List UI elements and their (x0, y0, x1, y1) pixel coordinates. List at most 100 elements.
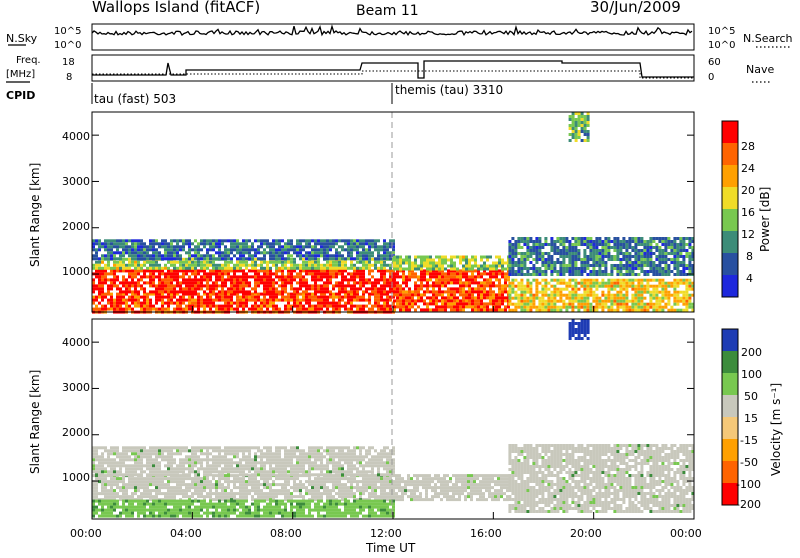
power-cell-3323 (511, 261, 514, 264)
velocity-cell-162 (155, 480, 158, 483)
power-cell-3158 (640, 303, 643, 306)
power-cell-1486 (326, 267, 329, 270)
velocity-cell-475 (281, 489, 284, 492)
power-cell-988 (281, 281, 284, 284)
power-cell-2722 (483, 265, 486, 268)
power-cell-1069 (320, 284, 323, 287)
power-cell-1309 (170, 261, 173, 264)
power-cell-1445 (290, 264, 293, 267)
power-cell-681 (140, 287, 143, 290)
power-cell-2166 (396, 305, 399, 308)
power-cell-2368 (450, 305, 453, 308)
power-cell-1575 (98, 248, 101, 251)
power-cell-1484 (326, 261, 329, 264)
power-cell-2254 (423, 272, 426, 275)
power-cell-2126 (386, 242, 389, 245)
power-cell-2573 (501, 299, 504, 302)
power-cell-3587 (586, 267, 589, 270)
power-cell-1477 (317, 267, 320, 270)
power-cell-3752 (634, 237, 637, 240)
power-cell-2682 (450, 265, 453, 268)
power-cell-785 (188, 281, 191, 284)
power-cell-2447 (471, 275, 474, 278)
power-cell-3526 (571, 246, 574, 249)
velocity-cell-226 (179, 486, 182, 489)
power-cell-1827 (230, 242, 233, 245)
power-cell-3775 (640, 237, 643, 240)
power-cell-2404 (459, 299, 462, 302)
power-cell-2665 (438, 262, 441, 265)
power-cell-786 (188, 284, 191, 287)
velocity-cell-675 (365, 486, 368, 489)
velocity-cell-908 (461, 477, 464, 480)
power-cell-596 (98, 284, 101, 287)
velocity-cell-523 (302, 495, 305, 498)
power-cell-2966 (580, 294, 583, 297)
power-cell-507 (353, 305, 356, 308)
velocity-cell-586 (329, 489, 332, 492)
power-cell-2112 (377, 251, 380, 254)
power-cell-3940 (685, 237, 688, 240)
power-cell-261 (227, 302, 230, 305)
power-cell-3137 (634, 306, 637, 309)
power-cell-281 (239, 296, 242, 299)
power-cell-186 (191, 296, 194, 299)
power-cell-2780 (517, 288, 520, 291)
power-cell-1745 (185, 239, 188, 242)
power-cell-2353 (447, 296, 450, 299)
velocity-cell-802 (416, 477, 419, 480)
power-cell-2890 (553, 297, 556, 300)
power-cell-2506 (486, 272, 489, 275)
power-cell-788 (188, 290, 191, 293)
velocity-cell-247 (188, 486, 191, 489)
power-cell-3996 (578, 115, 581, 118)
power-cell-3190 (652, 297, 655, 300)
power-cell-2218 (411, 293, 414, 296)
power-cell-3268 (679, 309, 682, 312)
power-cell-1857 (245, 242, 248, 245)
velocity-cell-612 (338, 495, 341, 498)
power-cell-102 (146, 296, 149, 299)
power-cell-3078 (616, 300, 619, 303)
power-cell-2681 (450, 262, 453, 265)
power-cell-3973 (569, 124, 572, 127)
velocity-cell-9 (95, 477, 98, 480)
power-cell-2987 (586, 294, 589, 297)
power-cell-2829 (532, 300, 535, 303)
power-cell-1879 (257, 248, 260, 251)
power-cell-1995 (317, 254, 320, 257)
power-cell-3063 (613, 279, 616, 282)
power-cell-3625 (598, 240, 601, 243)
velocity-cell-81 (122, 489, 125, 492)
power-cell-1513 (350, 261, 353, 264)
power-cell-3797 (646, 240, 649, 243)
velocity-cell-593 (332, 483, 335, 486)
power-cell-1178 (374, 281, 377, 284)
power-cell-325 (260, 305, 263, 308)
velocity-cell-65 (116, 480, 119, 483)
power-cell-1724 (173, 245, 176, 248)
power-cell-116 (152, 308, 155, 311)
velocity-cell-406 (251, 498, 254, 501)
power-cell-205 (200, 299, 203, 302)
power-cell-3921 (679, 249, 682, 252)
power-cell-1708 (164, 254, 167, 257)
power-cell-2111 (377, 248, 380, 251)
power-cell-2764 (511, 285, 514, 288)
power-cell-1877 (257, 239, 260, 242)
velocity-cell-432 (263, 483, 266, 486)
power-cell-2205 (408, 278, 411, 281)
power-cell-556 (380, 308, 383, 311)
velocity-cell-694 (374, 474, 377, 477)
power-cell-2165 (396, 302, 399, 305)
power-cell-1895 (266, 245, 269, 248)
power-cell-3035 (601, 309, 604, 312)
velocity-cell-760 (398, 474, 401, 477)
power-cell-910 (242, 290, 245, 293)
power-cell-2183 (402, 287, 405, 290)
power-cell-1292 (152, 264, 155, 267)
power-cell-2103 (371, 254, 374, 257)
power-cell-3276 (682, 309, 685, 312)
power-cell-1482 (323, 267, 326, 270)
power-cell-2773 (514, 294, 517, 297)
